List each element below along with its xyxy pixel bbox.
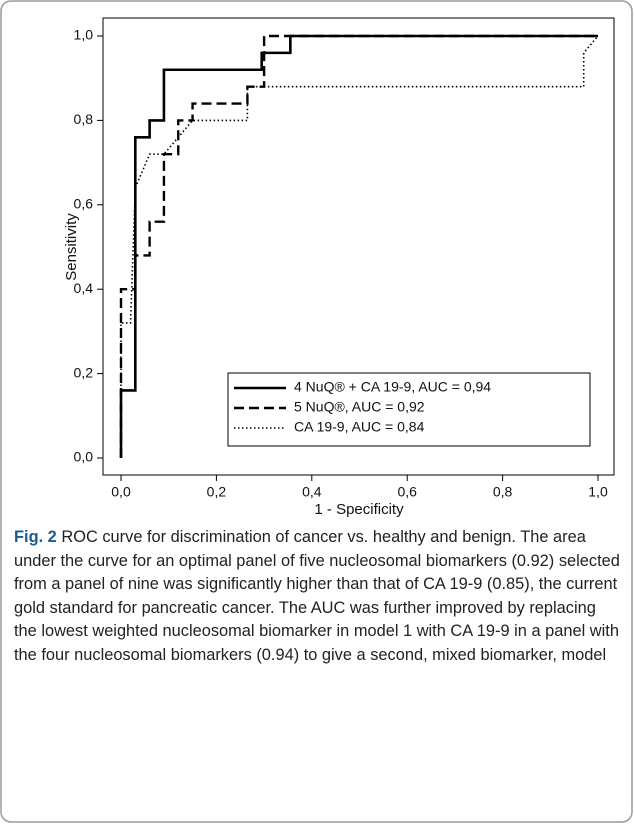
legend-label: 4 NuQ® + CA 19-9, AUC = 0,94: [294, 379, 491, 395]
y-tick-label: 0,0: [74, 449, 94, 465]
legend-label: CA 19-9, AUC = 0,84: [294, 419, 425, 435]
legend-label: 5 NuQ®, AUC = 0,92: [294, 399, 425, 415]
x-tick-label: 0,8: [493, 484, 513, 500]
x-tick-label: 0,4: [302, 484, 322, 500]
y-tick-label: 0,6: [74, 196, 94, 212]
roc-curve: [120, 35, 599, 458]
y-tick-label: 1,0: [74, 27, 94, 43]
x-tick-label: 0,6: [397, 484, 417, 500]
x-tick-label: 0,0: [111, 484, 131, 500]
y-tick-label: 0,8: [74, 111, 94, 127]
roc-curve: [119, 34, 598, 458]
legend-box: [227, 372, 591, 447]
y-tick-label: 0,2: [74, 364, 94, 380]
plot-frame: [102, 17, 615, 476]
caption: Fig. 2 ROC curve for discrimination of c…: [14, 526, 622, 668]
x-tick-label: 1,0: [588, 484, 608, 500]
x-axis-label: 1 - Specificity: [314, 501, 404, 518]
caption-text: ROC curve for discrimination of cancer v…: [14, 528, 620, 664]
y-tick-label: 0,4: [74, 280, 94, 296]
x-tick-label: 0,2: [207, 484, 227, 500]
caption-label: Fig. 2: [14, 528, 57, 546]
y-axis-label: Sensitivity: [63, 213, 80, 281]
